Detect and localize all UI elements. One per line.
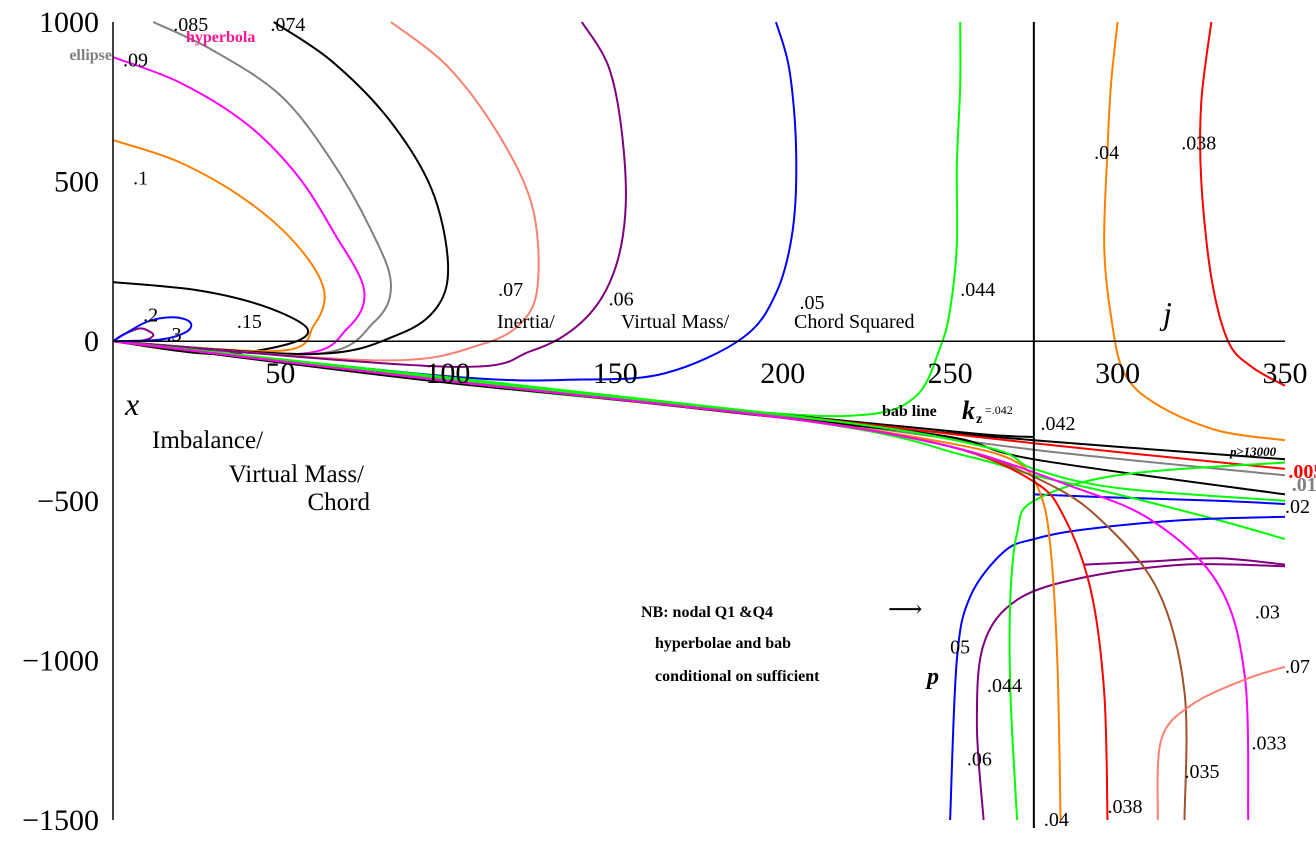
nb-note-line-2: hyperbolae and bab bbox=[655, 635, 791, 652]
x-tick-label: 200 bbox=[760, 357, 805, 390]
x-tick-label: 100 bbox=[425, 357, 470, 390]
nb-note-arrow: ⟶ bbox=[888, 597, 922, 623]
curve-value-label: .074 bbox=[270, 14, 305, 36]
curve-value-label: .05 bbox=[799, 292, 824, 314]
series-line bbox=[112, 316, 193, 343]
curve-value-label: .07 bbox=[498, 279, 523, 301]
series-line bbox=[112, 21, 627, 368]
axes bbox=[112, 22, 1285, 828]
series-line bbox=[112, 21, 450, 356]
x-tick-label: 300 bbox=[1095, 357, 1140, 390]
curve-value-label: .07 bbox=[1285, 656, 1310, 678]
nb-note-symbol: p bbox=[925, 664, 939, 690]
nb-note-line-1: NB: nodal Q1 &Q4 bbox=[641, 604, 773, 621]
series-line bbox=[949, 515, 1286, 821]
curve-value-label: .042 bbox=[1041, 413, 1076, 435]
curve-value-label: .035 bbox=[1185, 761, 1220, 783]
series-line bbox=[1199, 21, 1286, 387]
curve-value-label: .04 bbox=[1044, 809, 1069, 831]
y-tick-label: −1000 bbox=[22, 644, 99, 677]
curve-value-label: .005 bbox=[1288, 461, 1316, 483]
x-axis-word-2: Virtual Mass/ bbox=[621, 311, 730, 333]
curve-value-label: .038 bbox=[1108, 796, 1143, 818]
curve-value-label: .03 bbox=[1255, 602, 1280, 624]
ellipse-label: ellipse bbox=[69, 47, 112, 64]
series-line bbox=[112, 139, 326, 353]
curve-value-label: .2 bbox=[143, 305, 158, 327]
y-axis-symbol: x bbox=[124, 386, 139, 422]
y-tick-label: −1500 bbox=[22, 804, 99, 837]
bab-line-prefix: bab line bbox=[882, 403, 937, 420]
curve-value-label: .02 bbox=[1285, 496, 1310, 518]
series-line bbox=[112, 340, 1286, 541]
series-line bbox=[112, 340, 1188, 821]
tick-layer: 50 100 150 200 250 300 350 1000 500 0 −500 −1000 −15… bbox=[22, 6, 1307, 837]
nb-note-line-3: conditional on sufficient bbox=[655, 668, 820, 685]
bab-line-label: bab line k z =.042 bbox=[882, 396, 1013, 427]
curve-value-label: .044 bbox=[960, 279, 995, 301]
curve-value-label: .04 bbox=[1094, 142, 1119, 164]
x-axis-word-1: Inertia/ bbox=[497, 311, 555, 333]
curve-value-label: .1 bbox=[133, 167, 148, 189]
x-axis-symbol: j bbox=[1159, 295, 1172, 331]
curve-value-label: .06 bbox=[967, 748, 992, 770]
series-line bbox=[1008, 461, 1286, 821]
series-line bbox=[112, 21, 540, 362]
bab-line-value: =.042 bbox=[985, 403, 1013, 417]
curve-value-label: 05 bbox=[950, 637, 970, 659]
series-layer bbox=[112, 21, 1286, 821]
curve-value-label: .044 bbox=[987, 675, 1022, 697]
x-tick-label: 150 bbox=[593, 357, 638, 390]
series-line bbox=[112, 340, 1109, 821]
bab-line-sub: z bbox=[976, 412, 982, 427]
curve-value-label: .09 bbox=[123, 49, 148, 71]
curve-value-label: .3 bbox=[167, 324, 182, 346]
y-tick-label: −500 bbox=[37, 485, 99, 518]
series-line bbox=[1156, 665, 1286, 821]
curve-value-label: .038 bbox=[1181, 132, 1216, 154]
y-tick-label: 0 bbox=[84, 325, 99, 358]
curve-value-label: .01 bbox=[1292, 474, 1316, 496]
x-tick-label: 50 bbox=[265, 357, 295, 390]
annotations: ellipse hyperbola j x Inertia/ Virtual M… bbox=[69, 29, 1276, 690]
x-tick-label: 350 bbox=[1263, 357, 1308, 390]
series-line bbox=[1103, 21, 1286, 442]
y-axis-word-3: Chord bbox=[308, 489, 371, 516]
series-line bbox=[975, 563, 1286, 821]
series-line bbox=[112, 340, 1250, 821]
curve-label-layer: .3 .2 .15 .1 .09 .085 .074 .07 .06 .05 .044 .04 .038… bbox=[123, 14, 1316, 831]
bab-line-symbol: k bbox=[962, 396, 975, 425]
hyperbola-label: hyperbola bbox=[186, 29, 255, 46]
y-tick-label: 1000 bbox=[39, 6, 99, 39]
y-tick-label: 500 bbox=[54, 166, 99, 199]
x-axis-word-3: Chord Squared bbox=[794, 311, 915, 333]
curve-value-label: .15 bbox=[237, 311, 262, 333]
series-line bbox=[112, 340, 1286, 502]
curve-value-label: .06 bbox=[609, 289, 634, 311]
p-threshold-label: p≥13000 bbox=[1229, 444, 1277, 459]
series-line bbox=[1084, 557, 1286, 566]
y-axis-word-2: Virtual Mass/ bbox=[229, 461, 364, 488]
curve-value-label: .033 bbox=[1252, 732, 1287, 754]
y-axis-word-1: Imbalance/ bbox=[152, 427, 263, 454]
curve-value-label: .085 bbox=[173, 14, 208, 36]
x-tick-label: 250 bbox=[928, 357, 973, 390]
nb-note: NB: nodal Q1 &Q4 ⟶ hyperbolae and bab co… bbox=[641, 597, 939, 690]
